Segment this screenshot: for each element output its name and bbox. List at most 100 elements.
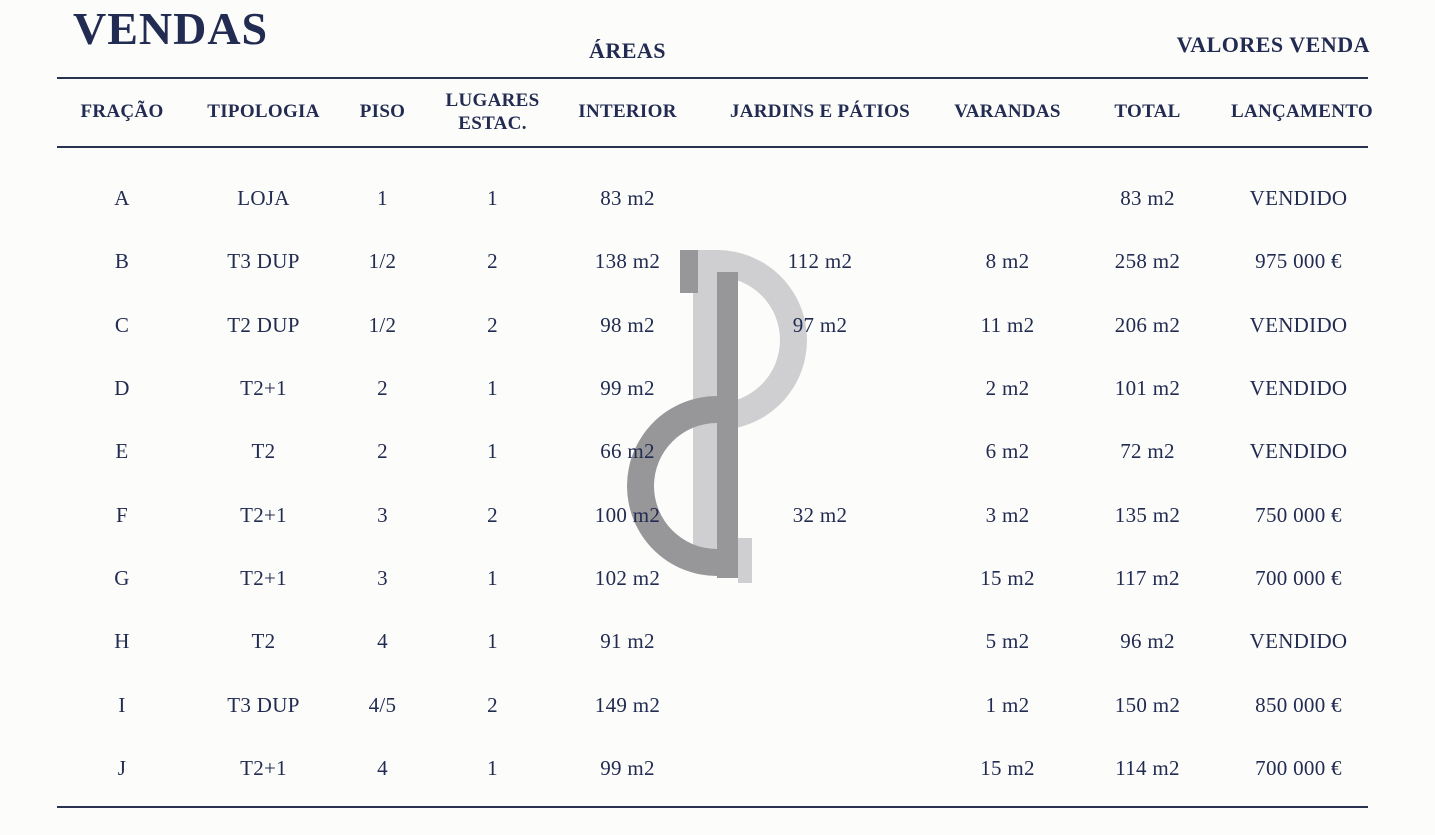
page-title: VENDAS [73, 3, 269, 54]
cell-lugares: 1 [487, 376, 498, 401]
cell-varandas: 1 m2 [985, 692, 1030, 717]
column-header-piso: PISO [359, 101, 406, 123]
cell-tipologia: T2+1 [240, 755, 287, 780]
cell-varandas: 3 m2 [985, 502, 1030, 527]
cell-lancamento: 700 000 € [1255, 565, 1342, 590]
cell-jardins: 97 m2 [792, 312, 848, 337]
cell-interior: 99 m2 [600, 755, 655, 780]
cell-piso: 1/2 [368, 312, 397, 337]
top-rule [57, 77, 1368, 79]
cell-lancamento: 750 000 € [1255, 502, 1342, 527]
cell-fracao: D [114, 376, 130, 401]
cell-varandas: 15 m2 [980, 755, 1035, 780]
cell-interior: 149 m2 [594, 692, 661, 717]
column-header-total: TOTAL [1114, 101, 1181, 123]
cell-lugares: 2 [487, 249, 498, 274]
table-row: H T2 4 1 91 m2 5 m2 96 m2 VENDIDO [57, 610, 1372, 673]
areas-section-label: ÁREAS [588, 38, 667, 63]
cell-fracao: I [118, 692, 126, 717]
cell-lancamento: 850 000 € [1255, 692, 1342, 717]
cell-lugares: 2 [487, 692, 498, 717]
cell-piso: 1 [377, 186, 388, 211]
cell-interior: 99 m2 [600, 376, 655, 401]
cell-interior: 98 m2 [600, 312, 655, 337]
cell-lancamento: VENDIDO [1249, 186, 1348, 211]
cell-total: 258 m2 [1114, 249, 1181, 274]
cell-lancamento: VENDIDO [1249, 312, 1348, 337]
column-header-lugares-estac: LUGARES ESTAC. [445, 90, 540, 134]
table-row: G T2+1 3 1 102 m2 15 m2 117 m2 700 000 € [57, 547, 1372, 610]
cell-piso: 1/2 [368, 249, 397, 274]
cell-total: 101 m2 [1114, 376, 1181, 401]
cell-lugares: 2 [487, 502, 498, 527]
cell-fracao: A [114, 186, 130, 211]
cell-varandas: 11 m2 [980, 312, 1035, 337]
cell-total: 135 m2 [1114, 502, 1181, 527]
table-row: A LOJA 1 1 83 m2 83 m2 VENDIDO [57, 167, 1372, 230]
sales-table: VENDAS ÁREAS VALORES VENDA FRAÇÃO TIPOLO… [57, 0, 1373, 835]
cell-total: 72 m2 [1120, 439, 1175, 464]
cell-total: 83 m2 [1120, 186, 1175, 211]
cell-interior: 66 m2 [600, 439, 655, 464]
table-row: E T2 2 1 66 m2 6 m2 72 m2 VENDIDO [57, 420, 1372, 483]
cell-lugares: 1 [487, 439, 498, 464]
cell-piso: 4 [377, 755, 388, 780]
cell-interior: 138 m2 [594, 249, 661, 274]
cell-piso: 4/5 [368, 692, 397, 717]
cell-interior: 83 m2 [600, 186, 655, 211]
cell-fracao: J [117, 755, 127, 780]
bottom-rule [57, 806, 1368, 808]
cell-fracao: C [114, 312, 130, 337]
cell-piso: 2 [377, 439, 388, 464]
cell-total: 150 m2 [1114, 692, 1181, 717]
cell-lancamento: VENDIDO [1249, 629, 1348, 654]
cell-fracao: G [114, 565, 130, 590]
cell-interior: 100 m2 [594, 502, 661, 527]
cell-tipologia: T2+1 [240, 565, 287, 590]
cell-interior: 91 m2 [600, 629, 655, 654]
cell-varandas: 6 m2 [985, 439, 1030, 464]
column-header-varandas: VARANDAS [954, 101, 1061, 123]
column-header-fracao: FRAÇÃO [80, 101, 164, 123]
table-row: J T2+1 4 1 99 m2 15 m2 114 m2 700 000 € [57, 737, 1372, 800]
column-header-tipologia: TIPOLOGIA [207, 101, 320, 123]
cell-lugares: 1 [487, 565, 498, 590]
cell-lugares: 1 [487, 186, 498, 211]
cell-jardins: 32 m2 [792, 502, 848, 527]
cell-jardins: 112 m2 [787, 249, 853, 274]
table-header-row: FRAÇÃO TIPOLOGIA PISO LUGARES ESTAC. INT… [57, 79, 1372, 146]
column-header-lancamento: LANÇAMENTO [1231, 101, 1373, 123]
cell-total: 206 m2 [1114, 312, 1181, 337]
column-header-interior: INTERIOR [578, 101, 677, 123]
cell-varandas: 15 m2 [980, 565, 1035, 590]
table-row: D T2+1 2 1 99 m2 2 m2 101 m2 VENDIDO [57, 357, 1372, 420]
cell-tipologia: T2 [251, 439, 276, 464]
cell-total: 117 m2 [1115, 565, 1180, 590]
cell-fracao: E [115, 439, 129, 464]
cell-fracao: B [114, 249, 130, 274]
cell-lugares: 1 [487, 629, 498, 654]
cell-piso: 2 [377, 376, 388, 401]
cell-tipologia: T2+1 [240, 376, 287, 401]
cell-tipologia: LOJA [237, 186, 290, 211]
cell-interior: 102 m2 [594, 565, 661, 590]
cell-fracao: F [116, 502, 128, 527]
cell-tipologia: T2+1 [240, 502, 287, 527]
cell-piso: 3 [377, 502, 388, 527]
column-header-jardins-e-patios: JARDINS E PÁTIOS [729, 101, 911, 123]
header-rule [57, 146, 1368, 148]
table-row: F T2+1 3 2 100 m2 32 m2 3 m2 135 m2 750 … [57, 483, 1372, 546]
table-row: C T2 DUP 1/2 2 98 m2 97 m2 11 m2 206 m2 … [57, 294, 1372, 357]
table-row: I T3 DUP 4/5 2 149 m2 1 m2 150 m2 850 00… [57, 673, 1372, 736]
cell-lugares: 2 [487, 312, 498, 337]
cell-fracao: H [114, 629, 130, 654]
cell-lancamento: 975 000 € [1255, 249, 1342, 274]
cell-varandas: 2 m2 [985, 376, 1030, 401]
table-row: B T3 DUP 1/2 2 138 m2 112 m2 8 m2 258 m2… [57, 230, 1372, 293]
cell-lancamento: VENDIDO [1249, 376, 1348, 401]
cell-lugares: 1 [487, 755, 498, 780]
dp-monogram-watermark-icon [627, 250, 807, 583]
table-body: A LOJA 1 1 83 m2 83 m2 VENDIDO B T3 DUP … [57, 167, 1372, 800]
cell-tipologia: T2 DUP [227, 312, 300, 337]
